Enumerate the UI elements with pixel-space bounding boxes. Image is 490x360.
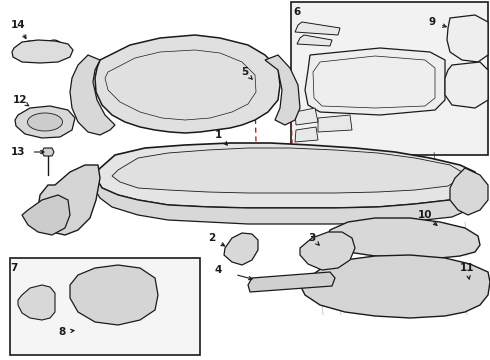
- Text: 11: 11: [460, 263, 474, 273]
- Polygon shape: [22, 195, 70, 235]
- Circle shape: [405, 282, 415, 292]
- Polygon shape: [445, 62, 488, 108]
- Polygon shape: [447, 15, 488, 62]
- Polygon shape: [95, 35, 280, 133]
- Circle shape: [135, 75, 155, 95]
- Circle shape: [45, 40, 63, 58]
- Polygon shape: [38, 165, 100, 235]
- Circle shape: [31, 297, 41, 307]
- Circle shape: [464, 186, 476, 198]
- Circle shape: [31, 307, 41, 317]
- Polygon shape: [297, 35, 332, 46]
- Polygon shape: [318, 115, 352, 132]
- Text: 7: 7: [10, 263, 18, 273]
- Circle shape: [370, 283, 380, 293]
- Bar: [291, 2, 488, 155]
- Polygon shape: [94, 178, 475, 224]
- Text: 8: 8: [58, 327, 66, 337]
- Polygon shape: [18, 285, 55, 320]
- Polygon shape: [12, 40, 73, 63]
- Circle shape: [320, 244, 336, 260]
- Polygon shape: [326, 218, 480, 258]
- Circle shape: [21, 41, 39, 59]
- Polygon shape: [42, 148, 54, 156]
- Polygon shape: [70, 55, 115, 135]
- Text: 4: 4: [214, 265, 221, 275]
- Circle shape: [81, 285, 95, 299]
- Circle shape: [135, 288, 149, 302]
- Text: 2: 2: [208, 233, 216, 243]
- Polygon shape: [295, 22, 340, 35]
- Circle shape: [49, 44, 59, 54]
- Text: 5: 5: [242, 67, 248, 77]
- Polygon shape: [300, 255, 490, 318]
- Polygon shape: [112, 148, 462, 193]
- Text: 14: 14: [11, 20, 25, 30]
- Text: 9: 9: [428, 17, 436, 27]
- Polygon shape: [96, 143, 478, 208]
- Ellipse shape: [27, 113, 63, 131]
- Polygon shape: [300, 232, 355, 270]
- Circle shape: [167, 72, 183, 88]
- Circle shape: [440, 285, 450, 295]
- Polygon shape: [295, 127, 318, 142]
- Polygon shape: [248, 272, 335, 292]
- Circle shape: [465, 288, 475, 298]
- Text: 13: 13: [11, 147, 25, 157]
- Polygon shape: [295, 108, 318, 125]
- Circle shape: [39, 209, 51, 221]
- Text: 12: 12: [13, 95, 27, 105]
- Text: 6: 6: [294, 7, 301, 17]
- Circle shape: [200, 68, 220, 88]
- Circle shape: [25, 45, 35, 55]
- Bar: [10, 258, 200, 355]
- Polygon shape: [224, 233, 258, 265]
- Text: 3: 3: [308, 233, 316, 243]
- Circle shape: [340, 285, 350, 295]
- Polygon shape: [70, 265, 158, 325]
- Circle shape: [52, 213, 62, 223]
- Circle shape: [235, 74, 251, 90]
- Text: 1: 1: [215, 130, 221, 140]
- Polygon shape: [265, 55, 300, 125]
- Polygon shape: [450, 168, 488, 215]
- Polygon shape: [15, 106, 75, 138]
- Polygon shape: [305, 48, 445, 115]
- Text: 10: 10: [418, 210, 432, 220]
